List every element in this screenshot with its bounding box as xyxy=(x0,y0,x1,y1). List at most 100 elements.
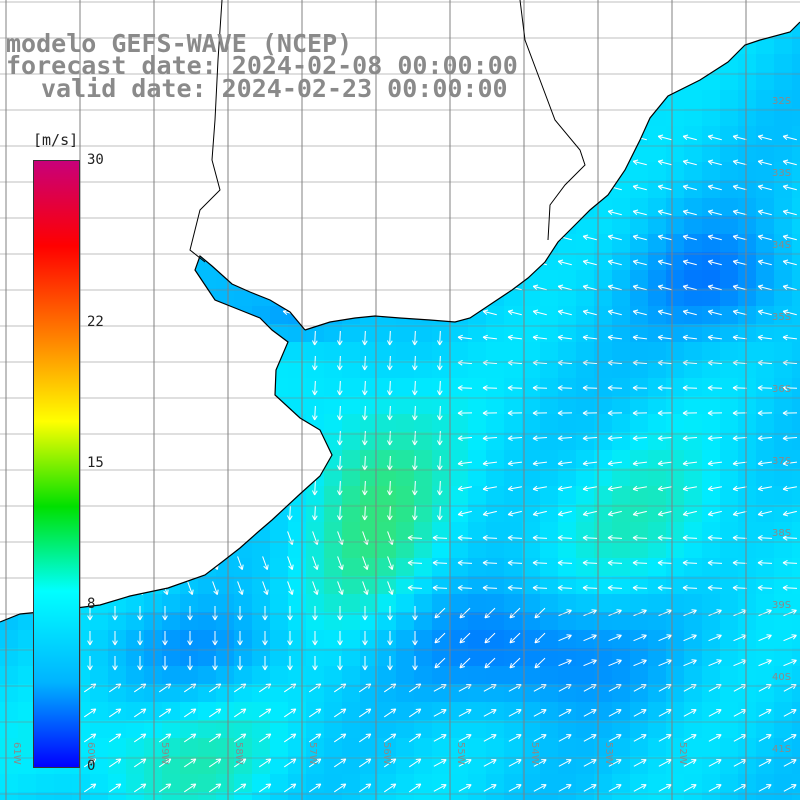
speed-cell xyxy=(18,648,37,667)
colorbar-tick-label: 22 xyxy=(87,313,104,330)
wind-arrow xyxy=(482,259,497,266)
speed-cell xyxy=(612,234,631,253)
speed-cell xyxy=(666,270,685,289)
speed-cell xyxy=(594,396,613,415)
wind-arrow xyxy=(558,659,572,667)
wind-arrow xyxy=(558,734,572,742)
longitude-label: 56W xyxy=(381,742,392,765)
wind-arrow xyxy=(333,783,347,793)
speed-cell xyxy=(666,252,685,271)
speed-cell xyxy=(594,648,613,667)
wind-arrow xyxy=(532,410,548,416)
wind-arrow xyxy=(183,783,197,793)
speed-cell xyxy=(432,342,451,361)
wind-arrow xyxy=(162,631,168,646)
speed-cell xyxy=(666,486,685,505)
speed-cell xyxy=(702,540,721,559)
speed-cell xyxy=(630,594,649,613)
speed-cell xyxy=(738,342,757,361)
wind-arrow xyxy=(312,480,318,496)
speed-cell xyxy=(558,306,577,325)
speed-cell xyxy=(378,324,397,343)
wind-arrow xyxy=(482,284,497,291)
speed-cell xyxy=(504,306,523,325)
speed-cell xyxy=(252,558,271,577)
speed-cell xyxy=(756,576,775,595)
speed-cell xyxy=(684,792,703,800)
speed-cell xyxy=(666,612,685,631)
speed-cell xyxy=(306,396,325,415)
speed-cell xyxy=(18,702,37,721)
speed-cell xyxy=(414,738,433,757)
speed-cell xyxy=(306,666,325,685)
speed-cell xyxy=(396,522,415,541)
speed-cell xyxy=(612,702,631,721)
speed-cell xyxy=(702,306,721,325)
speed-cell xyxy=(630,468,649,487)
speed-cell xyxy=(612,774,631,793)
land-mask xyxy=(0,0,800,622)
speed-cell xyxy=(774,486,793,505)
speed-cell xyxy=(576,486,595,505)
speed-cell xyxy=(594,216,613,235)
speed-cell xyxy=(450,774,469,793)
speed-cell xyxy=(702,486,721,505)
wind-arrow xyxy=(633,734,647,742)
wind-arrow xyxy=(632,159,647,166)
speed-cell xyxy=(594,576,613,595)
speed-cell xyxy=(504,540,523,559)
wind-arrow xyxy=(133,708,147,718)
speed-cell xyxy=(702,252,721,271)
speed-cell xyxy=(630,666,649,685)
wind-arrow xyxy=(387,631,393,646)
speed-cell xyxy=(684,468,703,487)
coastline-argentina xyxy=(0,254,333,623)
speed-cell xyxy=(144,612,163,631)
speed-cell xyxy=(288,576,307,595)
speed-cell xyxy=(450,684,469,703)
wind-arrow xyxy=(262,656,268,671)
wind-arrow xyxy=(658,759,672,767)
speed-cell xyxy=(396,450,415,469)
speed-cell xyxy=(198,702,217,721)
speed-cell xyxy=(342,576,361,595)
speed-cell xyxy=(702,198,721,217)
wind-arrow xyxy=(337,480,343,496)
speed-cell xyxy=(414,342,433,361)
speed-cell xyxy=(216,594,235,613)
speed-cell xyxy=(540,774,559,793)
speed-cell xyxy=(648,414,667,433)
wind-arrow xyxy=(757,460,773,467)
speed-cell xyxy=(504,612,523,631)
speed-cell xyxy=(738,306,757,325)
speed-cell xyxy=(540,288,559,307)
wind-arrow xyxy=(408,783,422,793)
speed-cell xyxy=(792,468,800,487)
wind-arrow xyxy=(187,606,193,621)
speed-cell xyxy=(630,252,649,271)
speed-cell xyxy=(324,630,343,649)
speed-cell xyxy=(702,702,721,721)
speed-cell xyxy=(360,756,379,775)
wind-arrow xyxy=(162,656,168,671)
speed-cell xyxy=(306,540,325,559)
speed-cell xyxy=(414,594,433,613)
speed-cell xyxy=(540,450,559,469)
speed-cell xyxy=(738,756,757,775)
speed-cell xyxy=(144,684,163,703)
speed-cell xyxy=(720,720,739,739)
wind-arrow xyxy=(632,309,647,316)
speed-cell xyxy=(432,558,451,577)
speed-cell xyxy=(684,774,703,793)
wind-arrow xyxy=(782,309,797,316)
speed-cell xyxy=(126,630,145,649)
wind-arrow xyxy=(437,455,443,471)
wind-arrow xyxy=(607,334,623,341)
speed-cell xyxy=(612,198,631,217)
wind-arrow xyxy=(387,505,393,521)
speed-cell xyxy=(306,702,325,721)
wind-arrow xyxy=(387,480,393,496)
speed-cell xyxy=(612,396,631,415)
speed-cell xyxy=(576,738,595,757)
wind-arrow xyxy=(557,309,572,316)
